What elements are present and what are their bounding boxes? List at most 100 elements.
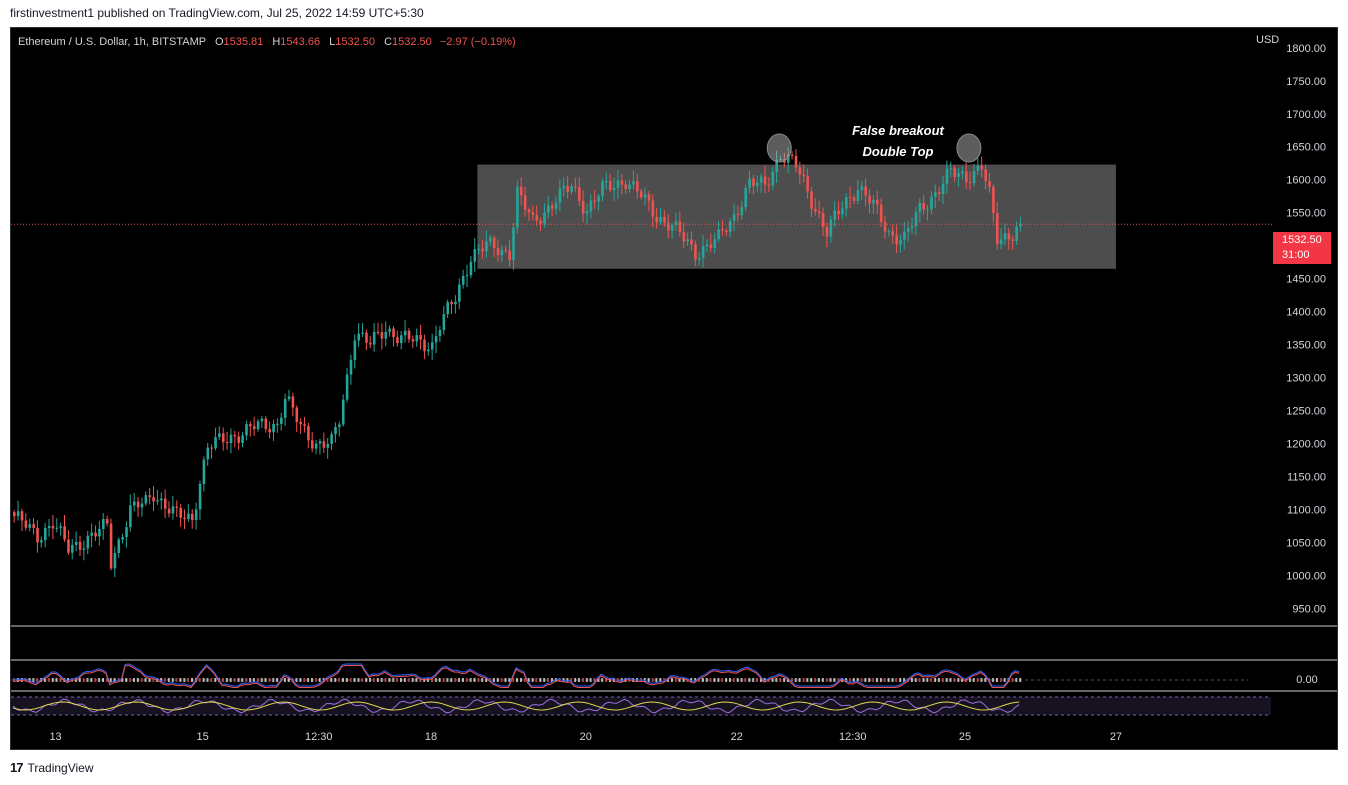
histogram-bar: [678, 678, 681, 682]
histogram-bar: [179, 678, 182, 682]
candle-body: [663, 216, 666, 223]
close-label: C: [384, 36, 393, 48]
histogram-bar: [167, 678, 170, 682]
histogram-bar: [36, 678, 39, 682]
candle-body: [825, 227, 829, 237]
histogram-bar: [593, 678, 596, 682]
histogram-bar: [214, 678, 217, 682]
histogram-bar: [539, 678, 542, 682]
histogram-bar: [1015, 678, 1018, 682]
y-tick-label: 1450.00: [1286, 274, 1326, 286]
candle-body: [914, 212, 918, 227]
histogram-bar: [543, 678, 546, 682]
histogram-bar: [883, 678, 886, 682]
histogram-bar: [233, 678, 236, 682]
histogram-bar: [372, 678, 375, 682]
histogram-bar: [268, 678, 271, 682]
footer-brand[interactable]: 17 TradingView: [10, 760, 94, 775]
candle-body: [670, 224, 674, 231]
histogram-bar: [961, 678, 964, 682]
histogram-bar: [125, 678, 128, 682]
histogram-bar: [287, 678, 290, 682]
candle-body: [852, 197, 856, 201]
candle-body: [821, 213, 825, 228]
histogram-bar: [78, 678, 81, 682]
chart-frame[interactable]: [10, 27, 1338, 750]
histogram-bar: [574, 678, 577, 682]
histogram-bar: [314, 678, 317, 682]
candle-body: [156, 500, 159, 502]
histogram-bar: [183, 678, 186, 682]
histogram-bar: [690, 678, 693, 682]
histogram-bar: [775, 678, 778, 682]
histogram-bar: [318, 678, 321, 682]
histogram-bar: [82, 678, 85, 682]
candle-body: [183, 517, 186, 520]
histogram-bar: [388, 678, 391, 682]
histogram-bar: [910, 678, 913, 682]
candle-body: [620, 180, 624, 185]
candle-body: [36, 527, 39, 543]
histogram-bar: [434, 678, 437, 682]
candle-body: [63, 526, 66, 540]
candle-body: [144, 495, 148, 504]
histogram-bar: [63, 678, 66, 682]
histogram-bar: [496, 678, 499, 682]
candle-body: [705, 244, 709, 247]
candle-body: [380, 332, 384, 339]
candle-body: [585, 211, 589, 214]
histogram-bar: [353, 678, 356, 682]
histogram-bar: [945, 678, 948, 682]
candle-body: [872, 199, 875, 204]
candle-body: [202, 459, 206, 485]
candle-body: [616, 180, 620, 188]
candle-body: [98, 528, 101, 537]
candle-body: [458, 284, 461, 302]
symbol-legend[interactable]: Ethereum / U.S. Dollar, 1h, BITSTAMP O15…: [18, 36, 516, 48]
histogram-bar: [856, 678, 859, 682]
candle-body: [636, 181, 639, 192]
histogram-bar: [365, 678, 368, 682]
candle-body: [20, 511, 24, 521]
candle-body: [407, 330, 411, 340]
histogram-bar: [756, 678, 759, 682]
candle-body: [365, 332, 368, 343]
candle-body: [249, 424, 252, 427]
histogram-bar: [547, 678, 550, 682]
candle-body: [372, 331, 376, 345]
candle-body: [1019, 224, 1022, 227]
candle-body: [90, 532, 93, 536]
candle-body: [988, 181, 991, 187]
histogram-bar: [597, 678, 600, 682]
histogram-bar: [67, 678, 70, 682]
candle-body: [233, 434, 237, 437]
candle-body: [519, 186, 523, 196]
y-tick-label: 1400.00: [1286, 307, 1326, 319]
candle-body: [550, 205, 554, 209]
candle-body: [295, 407, 299, 423]
candle-body: [24, 520, 28, 528]
x-tick-label: 13: [49, 731, 61, 743]
histogram-bar: [229, 678, 232, 682]
histogram-bar: [798, 678, 801, 682]
candle-body: [102, 518, 105, 529]
currency-label[interactable]: USD: [1256, 34, 1280, 46]
candle-body: [632, 181, 635, 185]
last-price-badge: 1532.50 31:00: [1273, 232, 1331, 264]
candle-body: [78, 541, 82, 550]
histogram-bar: [198, 678, 201, 682]
histogram-bar: [492, 678, 495, 682]
histogram-bar: [59, 678, 62, 682]
candle-body: [86, 535, 90, 549]
histogram-bar: [697, 678, 700, 682]
candle-body: [500, 249, 504, 256]
candle-body: [314, 443, 318, 449]
histogram-bar: [663, 678, 666, 682]
histogram-bar: [144, 678, 147, 682]
histogram-bar: [334, 678, 337, 682]
candle-body: [848, 197, 852, 199]
candle-body: [752, 178, 755, 186]
candle-body: [643, 194, 647, 198]
candle-body: [67, 539, 70, 553]
